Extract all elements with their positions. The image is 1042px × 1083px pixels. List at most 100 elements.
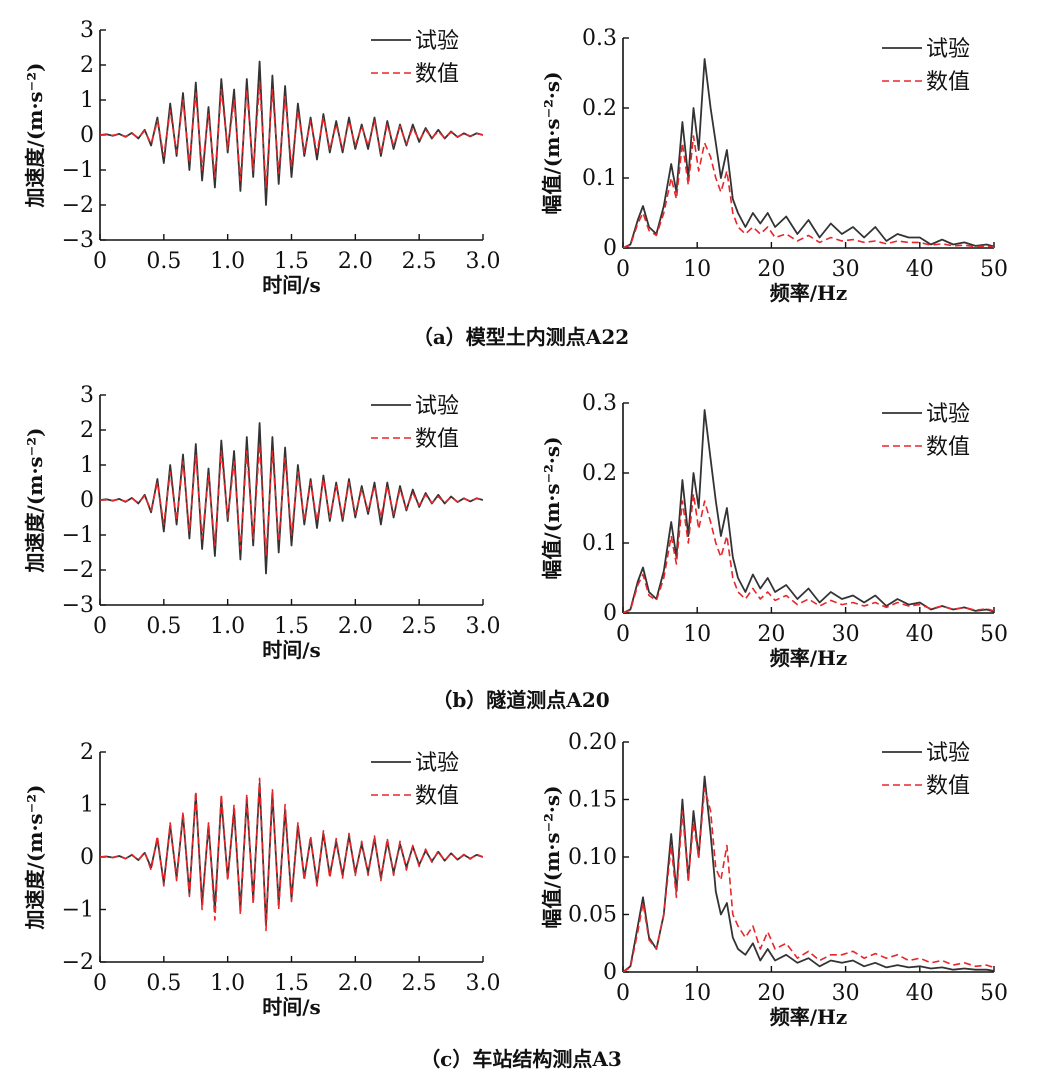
x-tick-label: 1.5 [274, 249, 309, 274]
x-axis-label: 频率/Hz [770, 646, 848, 670]
y-tick-label: −3 [62, 593, 94, 618]
y-axis-label: 幅值/(m·s⁻²·s) [540, 436, 564, 579]
y-tick-label: 0.1 [582, 166, 617, 191]
x-tick-label: 30 [832, 981, 860, 1006]
y-tick-label: −2 [62, 193, 94, 218]
x-tick-label: 50 [980, 981, 1008, 1006]
y-tick-label: 0.20 [568, 730, 617, 755]
chart-c-freq: 0 0.05 0.10 0.15 0.20 0 10 20 30 40 50 频率/Hz 幅值/(m·s… [540, 730, 1008, 1029]
x-tick-label: 10 [683, 257, 711, 282]
y-tick-label: 0.3 [582, 391, 617, 416]
y-tick-label: 0.2 [582, 96, 617, 121]
caption-b: （b）隧道测点A20 [432, 688, 609, 712]
y-tick-label: 0.10 [568, 845, 617, 870]
legend-numerical-label: 数值 [926, 435, 970, 460]
series-experiment-line [623, 409, 994, 613]
y-tick-label: 0 [603, 601, 617, 626]
series-experiment-line [100, 422, 483, 575]
y-tick-label: 0.3 [582, 26, 617, 51]
x-tick-label: 40 [906, 257, 934, 282]
series-experiment-line [623, 58, 994, 248]
x-tick-label: 20 [757, 257, 785, 282]
y-tick-label: 2 [80, 740, 94, 765]
x-tick-label: 2.5 [402, 614, 437, 639]
legend-numerical-label: 数值 [926, 70, 970, 95]
series-numerical-line [623, 135, 994, 248]
y-tick-label: 1 [80, 88, 94, 113]
y-tick-label: −3 [62, 228, 94, 253]
x-tick-label: 10 [683, 981, 711, 1006]
y-tick-label: 0 [80, 488, 94, 513]
x-tick-label: 30 [832, 257, 860, 282]
legend-numerical-label: 数值 [926, 774, 970, 799]
x-tick-label: 40 [906, 622, 934, 647]
series-experiment-line [623, 775, 994, 972]
y-tick-label: 0 [80, 845, 94, 870]
y-tick-label: 0.05 [568, 903, 617, 928]
x-tick-label: 3.0 [466, 249, 501, 274]
y-tick-label: 3 [80, 383, 94, 408]
x-tick-label: 0 [616, 622, 630, 647]
x-tick-label: 0 [93, 614, 107, 639]
y-axis-label: 加速度/(m·s⁻²) [23, 785, 47, 931]
chart-c-time: −2 −1 0 1 2 0 0.5 1.0 1.5 2.0 2.5 3.0 时间/s 加速度/(m·s⁻²… [23, 740, 501, 1019]
y-tick-label: 2 [80, 53, 94, 78]
x-tick-label: 0.5 [146, 971, 181, 996]
x-tick-label: 0 [93, 249, 107, 274]
legend-experiment-label: 试验 [926, 741, 970, 766]
legend-experiment-label: 试验 [415, 29, 459, 54]
x-tick-label: 0 [616, 981, 630, 1006]
x-tick-label: 2.0 [338, 249, 373, 274]
y-tick-label: 3 [80, 18, 94, 43]
x-axis-label: 时间/s [262, 273, 321, 297]
x-tick-label: 10 [683, 622, 711, 647]
series-numerical-line [100, 81, 483, 189]
x-tick-label: 1.5 [274, 971, 309, 996]
x-tick-label: 3.0 [466, 971, 501, 996]
x-tick-label: 0 [616, 257, 630, 282]
legend-numerical-label: 数值 [415, 427, 459, 452]
x-tick-label: 1.5 [274, 614, 309, 639]
x-tick-label: 30 [832, 622, 860, 647]
x-tick-label: 40 [906, 981, 934, 1006]
x-tick-label: 1.0 [210, 614, 245, 639]
chart-b-freq: 0 0.1 0.2 0.3 0 10 20 30 40 50 频率/Hz 幅值/(m·s⁻²·s) 试验… [540, 391, 1008, 670]
x-tick-label: 2.5 [402, 249, 437, 274]
y-tick-label: −2 [62, 950, 94, 975]
y-tick-label: 0 [603, 236, 617, 261]
y-tick-label: 0.15 [568, 788, 617, 813]
chart-b-time: −3 −2 −1 0 1 2 3 0 0.5 1.0 1.5 2.0 2.5 3.0 时间/s 加速度/(m·… [23, 383, 501, 662]
y-tick-label: 0 [603, 960, 617, 985]
y-tick-label: 0.1 [582, 531, 617, 556]
caption-c: （c）车站结构测点A3 [420, 1047, 622, 1071]
x-tick-label: 0.5 [146, 614, 181, 639]
x-tick-label: 0.5 [146, 249, 181, 274]
x-axis-label: 频率/Hz [770, 281, 848, 305]
y-tick-label: 2 [80, 418, 94, 443]
y-axis-label: 幅值/(m·s⁻²·s) [540, 71, 564, 214]
series-numerical-line [100, 443, 483, 557]
series-numerical-line [623, 493, 994, 613]
y-tick-label: 1 [80, 793, 94, 818]
y-tick-label: 0 [80, 123, 94, 148]
caption-a: （a）模型土内测点A22 [413, 325, 629, 349]
chart-a-time: −3 −2 −1 0 1 2 3 0 0.5 1.0 1.5 2.0 2.5 3.0 时间/s 加速度/(m·… [23, 18, 501, 297]
y-tick-label: −1 [62, 898, 94, 923]
x-tick-label: 2.0 [338, 971, 373, 996]
y-tick-label: 0.2 [582, 461, 617, 486]
legend-numerical-label: 数值 [415, 784, 459, 809]
y-axis-label: 幅值/(m·s⁻²·s) [540, 785, 564, 928]
y-axis-label: 加速度/(m·s⁻²) [23, 63, 47, 209]
legend-experiment-label: 试验 [415, 394, 459, 419]
legend-numerical-label: 数值 [415, 62, 459, 87]
y-tick-label: −1 [62, 523, 94, 548]
captions: （a）模型土内测点A22 （b）隧道测点A20 （c）车站结构测点A3 [413, 325, 629, 1071]
x-tick-label: 50 [980, 257, 1008, 282]
legend-experiment-label: 试验 [415, 751, 459, 776]
y-axis-label: 加速度/(m·s⁻²) [23, 428, 47, 574]
x-tick-label: 2.0 [338, 614, 373, 639]
x-axis-label: 频率/Hz [770, 1005, 848, 1029]
